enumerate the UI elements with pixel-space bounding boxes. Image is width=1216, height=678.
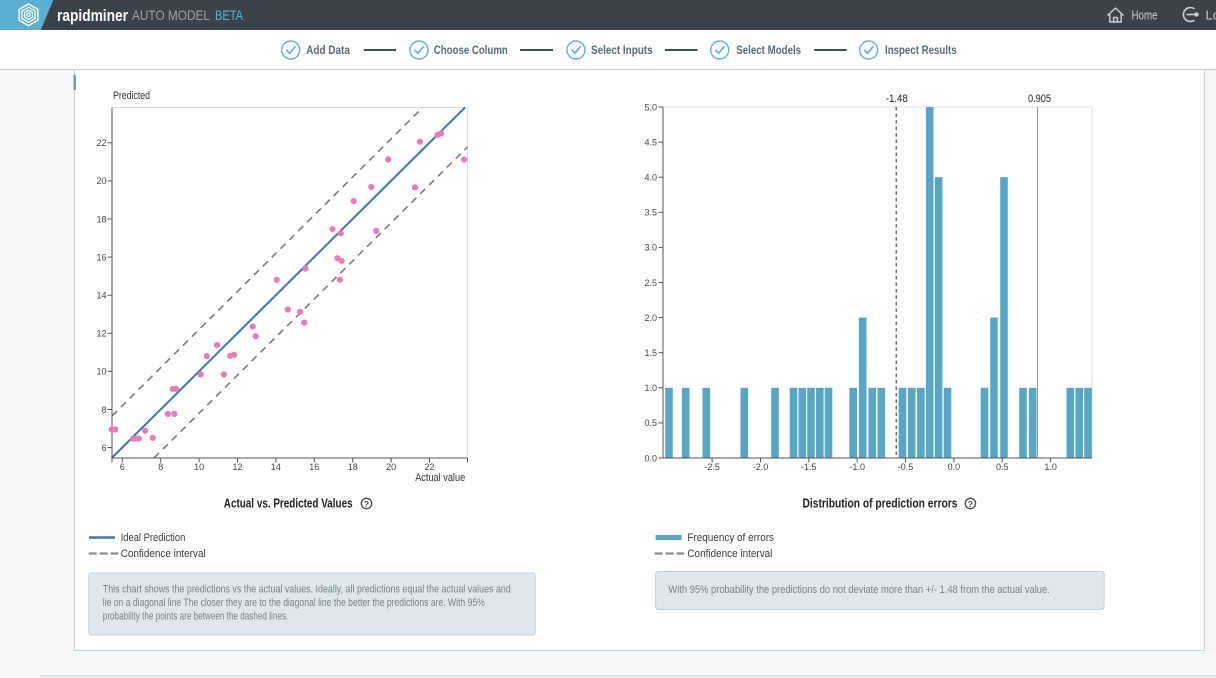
svg-text:Distribution of prediction err: Distribution of prediction errors <box>803 497 958 511</box>
svg-text:-2.5: -2.5 <box>704 462 720 472</box>
svg-text:1.5: 1.5 <box>644 348 657 358</box>
svg-text:16: 16 <box>309 462 319 472</box>
svg-text:0.905: 0.905 <box>1028 93 1051 105</box>
svg-text:14: 14 <box>271 462 281 472</box>
svg-text:12: 12 <box>96 329 106 339</box>
svg-text:-1.0: -1.0 <box>849 462 865 472</box>
svg-text:0.5: 0.5 <box>644 418 657 428</box>
svg-text:-1.48: -1.48 <box>886 93 908 105</box>
svg-text:Select Inputs: Select Inputs <box>591 45 653 57</box>
svg-text:-0.5: -0.5 <box>898 462 914 472</box>
svg-text:Predicted: Predicted <box>113 90 150 102</box>
svg-text:Frequency of errors: Frequency of errors <box>687 532 774 544</box>
svg-text:16: 16 <box>96 252 106 262</box>
svg-text:2.0: 2.0 <box>644 313 657 323</box>
svg-text:18: 18 <box>348 462 358 472</box>
svg-text:?: ? <box>968 499 973 509</box>
svg-text:22: 22 <box>424 462 434 472</box>
svg-text:10: 10 <box>96 367 106 377</box>
svg-text:Actual value: Actual value <box>415 472 465 484</box>
svg-text:20: 20 <box>386 462 396 472</box>
svg-text:4.0: 4.0 <box>644 173 657 183</box>
svg-text:1.0: 1.0 <box>1044 462 1057 472</box>
svg-text:8: 8 <box>101 405 106 415</box>
svg-text:lie on a diagonal line The clo: lie on a diagonal line The closer they a… <box>103 597 485 609</box>
svg-text:Add Data: Add Data <box>306 45 350 57</box>
svg-text:4.5: 4.5 <box>644 137 657 147</box>
svg-text:14: 14 <box>96 291 106 301</box>
svg-text:1.0: 1.0 <box>644 383 657 393</box>
svg-text:-1.5: -1.5 <box>801 462 817 472</box>
svg-text:Choose Column: Choose Column <box>434 45 508 57</box>
svg-text:0.5: 0.5 <box>996 462 1009 472</box>
svg-text:6: 6 <box>120 462 125 472</box>
svg-text:Confidence interval: Confidence interval <box>121 548 206 560</box>
svg-text:With 95% probability the predi: With 95% probability the predictions do … <box>668 584 1049 596</box>
svg-text:0.0: 0.0 <box>644 453 657 463</box>
svg-text:20: 20 <box>96 176 106 186</box>
svg-text:Actual vs. Predicted Values: Actual vs. Predicted Values <box>224 497 353 511</box>
svg-text:3.0: 3.0 <box>644 243 657 253</box>
svg-text:AUTO MODEL: AUTO MODEL <box>132 7 210 23</box>
svg-text:Confidence interval: Confidence interval <box>687 548 772 560</box>
svg-text:5.0: 5.0 <box>644 102 657 112</box>
svg-text:Select Models: Select Models <box>736 45 801 57</box>
svg-text:BETA: BETA <box>215 7 244 23</box>
svg-text:2.5: 2.5 <box>644 278 657 288</box>
svg-text:10: 10 <box>194 462 204 472</box>
svg-text:Log Out: Log Out <box>1206 8 1216 23</box>
svg-text:Inspect Results: Inspect Results <box>885 45 957 57</box>
svg-text:0.0: 0.0 <box>948 462 961 472</box>
svg-text:8: 8 <box>158 462 163 472</box>
svg-text:This chart shows the predictio: This chart shows the predictions vs the … <box>103 584 511 596</box>
svg-text:22: 22 <box>96 138 106 148</box>
svg-text:3.5: 3.5 <box>644 208 657 218</box>
svg-text:Home: Home <box>1132 8 1158 23</box>
svg-text:Ideal Prediction: Ideal Prediction <box>121 532 186 544</box>
svg-text:6: 6 <box>101 443 106 453</box>
svg-text:12: 12 <box>232 462 242 472</box>
svg-text:?: ? <box>364 499 369 509</box>
svg-text:-2.0: -2.0 <box>753 462 769 472</box>
svg-text:18: 18 <box>96 214 106 224</box>
svg-text:probability the points are bet: probability the points are between the d… <box>103 611 288 623</box>
svg-text:rapidminer: rapidminer <box>57 6 128 25</box>
